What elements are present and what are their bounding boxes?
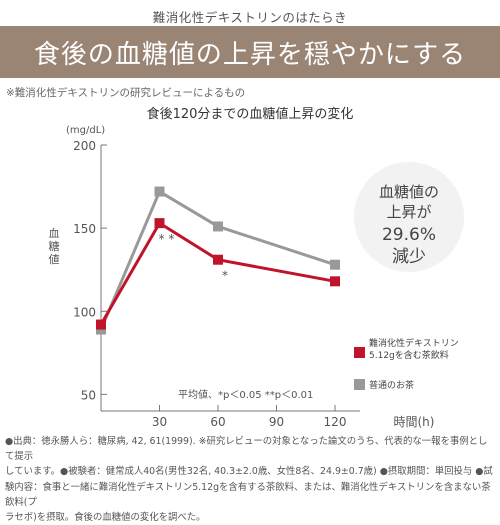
footnote-line-4: ラセボ)を摂取。食後の血糖値の変化を調べた。 xyxy=(5,512,206,524)
top-label: 難消化性デキストリンのはたらき xyxy=(152,10,348,25)
footnote-line-1: ●出典：徳永勝人ら：糖尿病, 42, 61(1999). ※研究レビューの対象と… xyxy=(5,436,488,463)
data-point-dextrin xyxy=(330,276,340,287)
callout-line3: 29.6% xyxy=(382,225,436,245)
banner-title: 食後の血糖値の上昇を穏やかにする xyxy=(33,39,467,70)
data-point-tea xyxy=(330,259,340,270)
stat-note: 平均値、*p＜0.05 **p＜0.01 xyxy=(178,388,313,401)
data-point-dextrin xyxy=(213,254,223,265)
legend-label-tea: 普通のお茶 xyxy=(369,379,414,391)
svg-text:値: 値 xyxy=(49,253,60,266)
callout-line2: 上昇が xyxy=(386,203,431,221)
data-point-dextrin xyxy=(96,319,106,330)
legend-swatch-dextrin xyxy=(354,347,365,358)
callout-line1: 血糖値の xyxy=(379,183,439,201)
data-point-tea xyxy=(154,186,165,197)
y-tick-label: 200 xyxy=(73,139,96,153)
significance-marker: * * xyxy=(159,232,175,246)
y-tick-label: 150 xyxy=(73,222,96,236)
svg-text:血: 血 xyxy=(49,226,60,240)
y-tick-label: 50 xyxy=(81,388,96,402)
x-axis-label: 時間(h) xyxy=(394,415,435,429)
footnote-line-2: しています。●被験者：健常成人40名(男性32名, 40.3±2.0歳、女性8名… xyxy=(5,466,493,478)
x-tick-label: 90 xyxy=(269,415,284,429)
legend: 難消化性デキストリン 5.12gを含む茶飲料 普通のお茶 xyxy=(354,337,459,391)
legend-label-dextrin-1: 難消化性デキストリン xyxy=(369,337,459,349)
callout-bubble: 血糖値の 上昇が 29.6% 減少 xyxy=(354,162,464,272)
footnote-line-3: 験内容：食事と一緒に難消化性デキストリン5.12gを含有する茶飲料、または、難消… xyxy=(5,481,491,508)
glucose-chart: 食後120分までの血糖値上昇の変化 (mg/dL) 血 糖 値 50 100 150… xyxy=(49,106,464,429)
svg-text:糖: 糖 xyxy=(49,239,60,253)
x-tick-label: 60 xyxy=(210,415,225,429)
significance-marker: * xyxy=(222,269,228,283)
y-unit-label: (mg/dL) xyxy=(66,125,105,136)
intro-note: ※難消化性デキストリンの研究レビューによるもの xyxy=(6,87,246,99)
legend-swatch-tea xyxy=(354,379,365,390)
y-axis-label: 血 糖 値 xyxy=(49,226,60,266)
y-tick-label: 100 xyxy=(73,305,96,319)
title-banner: 食後の血糖値の上昇を穏やかにする xyxy=(0,26,500,78)
data-point-tea xyxy=(213,221,223,232)
x-tick-label: 120 xyxy=(324,415,347,429)
footnotes: ●出典：徳永勝人ら：糖尿病, 42, 61(1999). ※研究レビューの対象と… xyxy=(5,434,495,525)
series-line-tea xyxy=(99,189,336,331)
chart-title: 食後120分までの血糖値上昇の変化 xyxy=(147,106,354,122)
x-tick-label: 30 xyxy=(152,415,167,429)
legend-label-dextrin-2: 5.12gを含む茶飲料 xyxy=(369,349,449,361)
data-point-dextrin xyxy=(154,218,165,229)
series-line-dextrin xyxy=(99,221,336,326)
callout-line4: 減少 xyxy=(392,247,426,267)
